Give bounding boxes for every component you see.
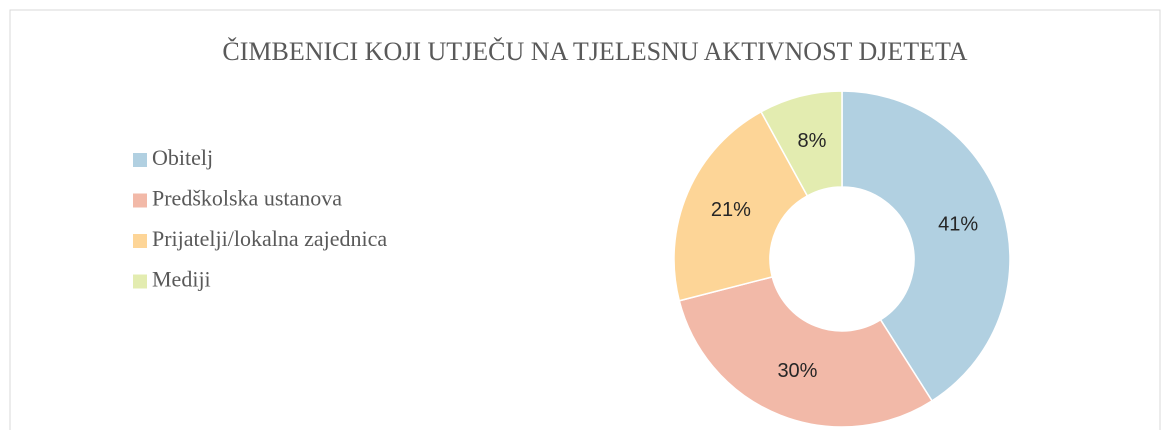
- chart-frame: [9, 9, 1161, 430]
- legend-label: Predškolska ustanova: [152, 186, 342, 211]
- legend-label: Prijatelji/lokalna zajednica: [152, 226, 387, 251]
- donut-slice: [678, 275, 934, 428]
- donut-slice: [841, 90, 1011, 402]
- data-label: 21%: [711, 199, 751, 221]
- legend-swatch: [133, 234, 147, 248]
- data-label: 41%: [938, 214, 978, 236]
- chart-title: ČIMBENICI KOJI UTJEČU NA TJELESNU AKTIVN…: [222, 37, 967, 66]
- donut-slice: [673, 110, 809, 302]
- data-label: 8%: [797, 130, 826, 152]
- donut-slice: [760, 90, 843, 197]
- data-label: 30%: [777, 360, 817, 382]
- legend-label: Mediji: [152, 267, 211, 292]
- legend-swatch: [133, 274, 147, 289]
- legend-swatch: [133, 193, 147, 208]
- legend-swatch: [133, 153, 147, 167]
- legend-label: Obitelj: [152, 145, 213, 170]
